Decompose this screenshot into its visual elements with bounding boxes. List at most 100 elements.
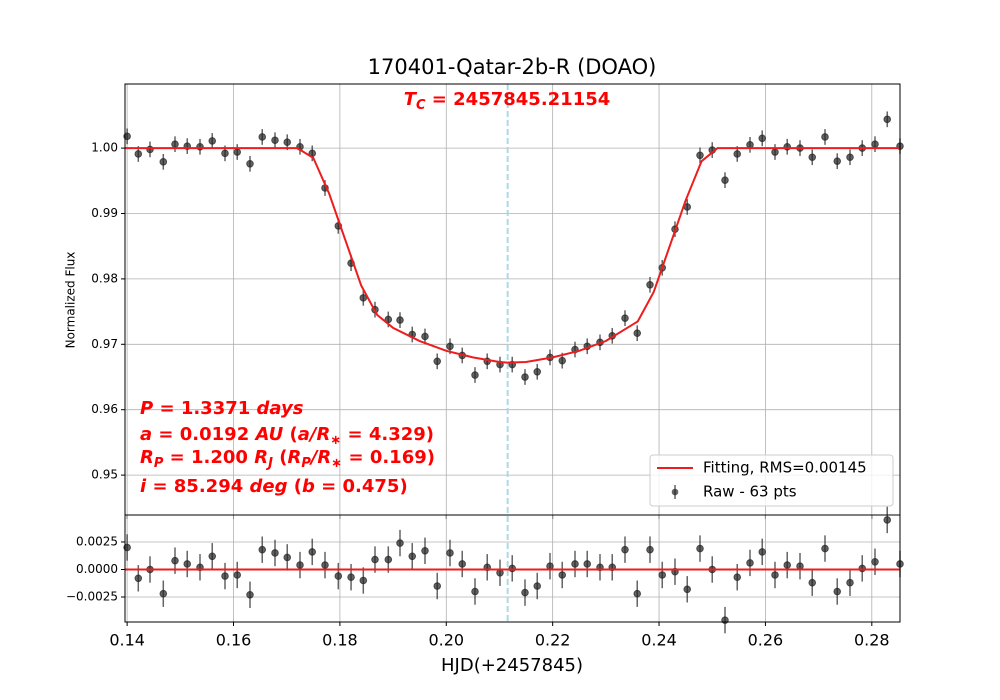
data-point: [371, 555, 379, 564]
data-point: [783, 561, 792, 569]
data-point: [134, 150, 143, 158]
annotation-part: ∗: [330, 433, 341, 448]
data-point: [771, 148, 779, 156]
y-tick-label: 0.96: [91, 402, 118, 416]
data-point: [633, 589, 642, 598]
annotation-part: ∗: [331, 456, 342, 471]
y-tick-label: −0.0025: [66, 590, 118, 604]
data-point: [421, 546, 429, 555]
legend-label: Fitting, RMS=0.00145: [703, 459, 867, 477]
annotation: RP = 1.200 RJ (RP/R∗ = 0.169): [140, 447, 435, 471]
data-point: [733, 573, 742, 581]
data-point: [433, 357, 442, 366]
data-point: [558, 356, 567, 365]
data-point: [621, 314, 629, 322]
plot: 0.95 0.96 0.97 0.98 0.99 1.00 0.14 0.16 0.18 0.20…: [66, 83, 904, 650]
data-point: [283, 553, 292, 562]
annotation-part: i: [140, 476, 147, 497]
data-point: [633, 329, 642, 337]
data-point: [208, 137, 217, 145]
annotation: TC = 2457845.21154: [404, 89, 611, 113]
chart-title: 170401-Qatar-2b-R (DOAO): [368, 55, 657, 79]
data-point: [696, 544, 704, 553]
data-point: [533, 367, 542, 376]
data-point: [783, 142, 792, 151]
data-point: [758, 134, 767, 143]
data-point: [258, 133, 267, 141]
x-axis-label: HJD(+2457845): [441, 655, 583, 676]
x-tick-label: 0.20: [428, 631, 464, 650]
fit-line: [125, 147, 900, 364]
data-point: [458, 560, 467, 568]
y-tick-label: 1.00: [91, 141, 118, 155]
data-point: [134, 574, 143, 583]
data-point: [833, 587, 842, 596]
x-tick-label: 0.22: [535, 631, 571, 650]
data-point: [821, 544, 829, 553]
data-point: [321, 561, 329, 569]
data-point: [171, 556, 179, 565]
annotation-part: J: [265, 456, 273, 471]
annotation-part: P: [301, 456, 311, 471]
x-tick-label: 0.24: [641, 631, 677, 650]
annotation-part: R: [287, 447, 301, 468]
x-tick-label: 0.14: [109, 631, 145, 650]
annotation: i = 85.294 deg (b = 0.475): [140, 476, 408, 497]
annotation-part: = 4.329): [341, 424, 434, 445]
legend-box: [649, 454, 894, 507]
data-point: [433, 582, 442, 590]
data-point: [758, 548, 767, 556]
x-tick-label: 0.18: [322, 631, 358, 650]
annotation-part: (: [283, 424, 298, 445]
annotation-part: P: [140, 398, 153, 419]
data-point: [384, 555, 393, 564]
y-tick-label: 0.99: [91, 206, 118, 220]
data-point: [446, 342, 454, 351]
data-point: [359, 576, 368, 585]
data-point: [508, 564, 517, 573]
data-point: [246, 591, 254, 599]
annotation-part: T: [404, 89, 418, 110]
data-point: [246, 159, 254, 168]
data-point: [359, 294, 368, 302]
data-point: [183, 560, 192, 568]
data-point: [159, 589, 168, 598]
data-point: [846, 578, 854, 587]
data-point: [421, 332, 429, 341]
annotation-part: = 0.0192: [152, 424, 255, 445]
data-point: [733, 150, 742, 158]
annotation-part: a/R: [298, 424, 331, 445]
data-point: [721, 176, 729, 184]
annotation-part: days: [257, 398, 304, 419]
data-point: [334, 572, 343, 580]
annotation-part: /R: [309, 447, 331, 468]
annotation-part: (: [288, 476, 303, 497]
data-point: [808, 578, 817, 587]
data-point: [621, 545, 629, 554]
legend-label: Raw - 63 pts: [703, 483, 797, 501]
data-point: [571, 560, 579, 568]
data-point: [646, 545, 654, 554]
y-tick-label: 0.97: [91, 337, 118, 351]
data-point: [196, 142, 204, 151]
annotation-part: R: [254, 447, 268, 468]
legend-swatch: [671, 488, 679, 496]
data-point: [296, 561, 304, 569]
data-point: [533, 582, 542, 590]
data-point: [858, 564, 867, 573]
data-point: [521, 373, 529, 381]
data-point: [521, 588, 529, 597]
data-point: [833, 157, 842, 165]
y-tick-label: 0.95: [91, 468, 118, 482]
axes-frame: [124, 514, 901, 623]
data-point: [471, 371, 479, 379]
data-point: [883, 516, 892, 524]
data-point: [871, 557, 879, 566]
data-point: [658, 571, 667, 579]
data-point: [683, 585, 692, 594]
data-point: [308, 548, 317, 556]
annotation-part: = 1.200: [163, 447, 254, 468]
data-point: [258, 545, 267, 554]
annotation-part: R: [140, 447, 154, 468]
x-tick-label: 0.26: [748, 631, 784, 650]
